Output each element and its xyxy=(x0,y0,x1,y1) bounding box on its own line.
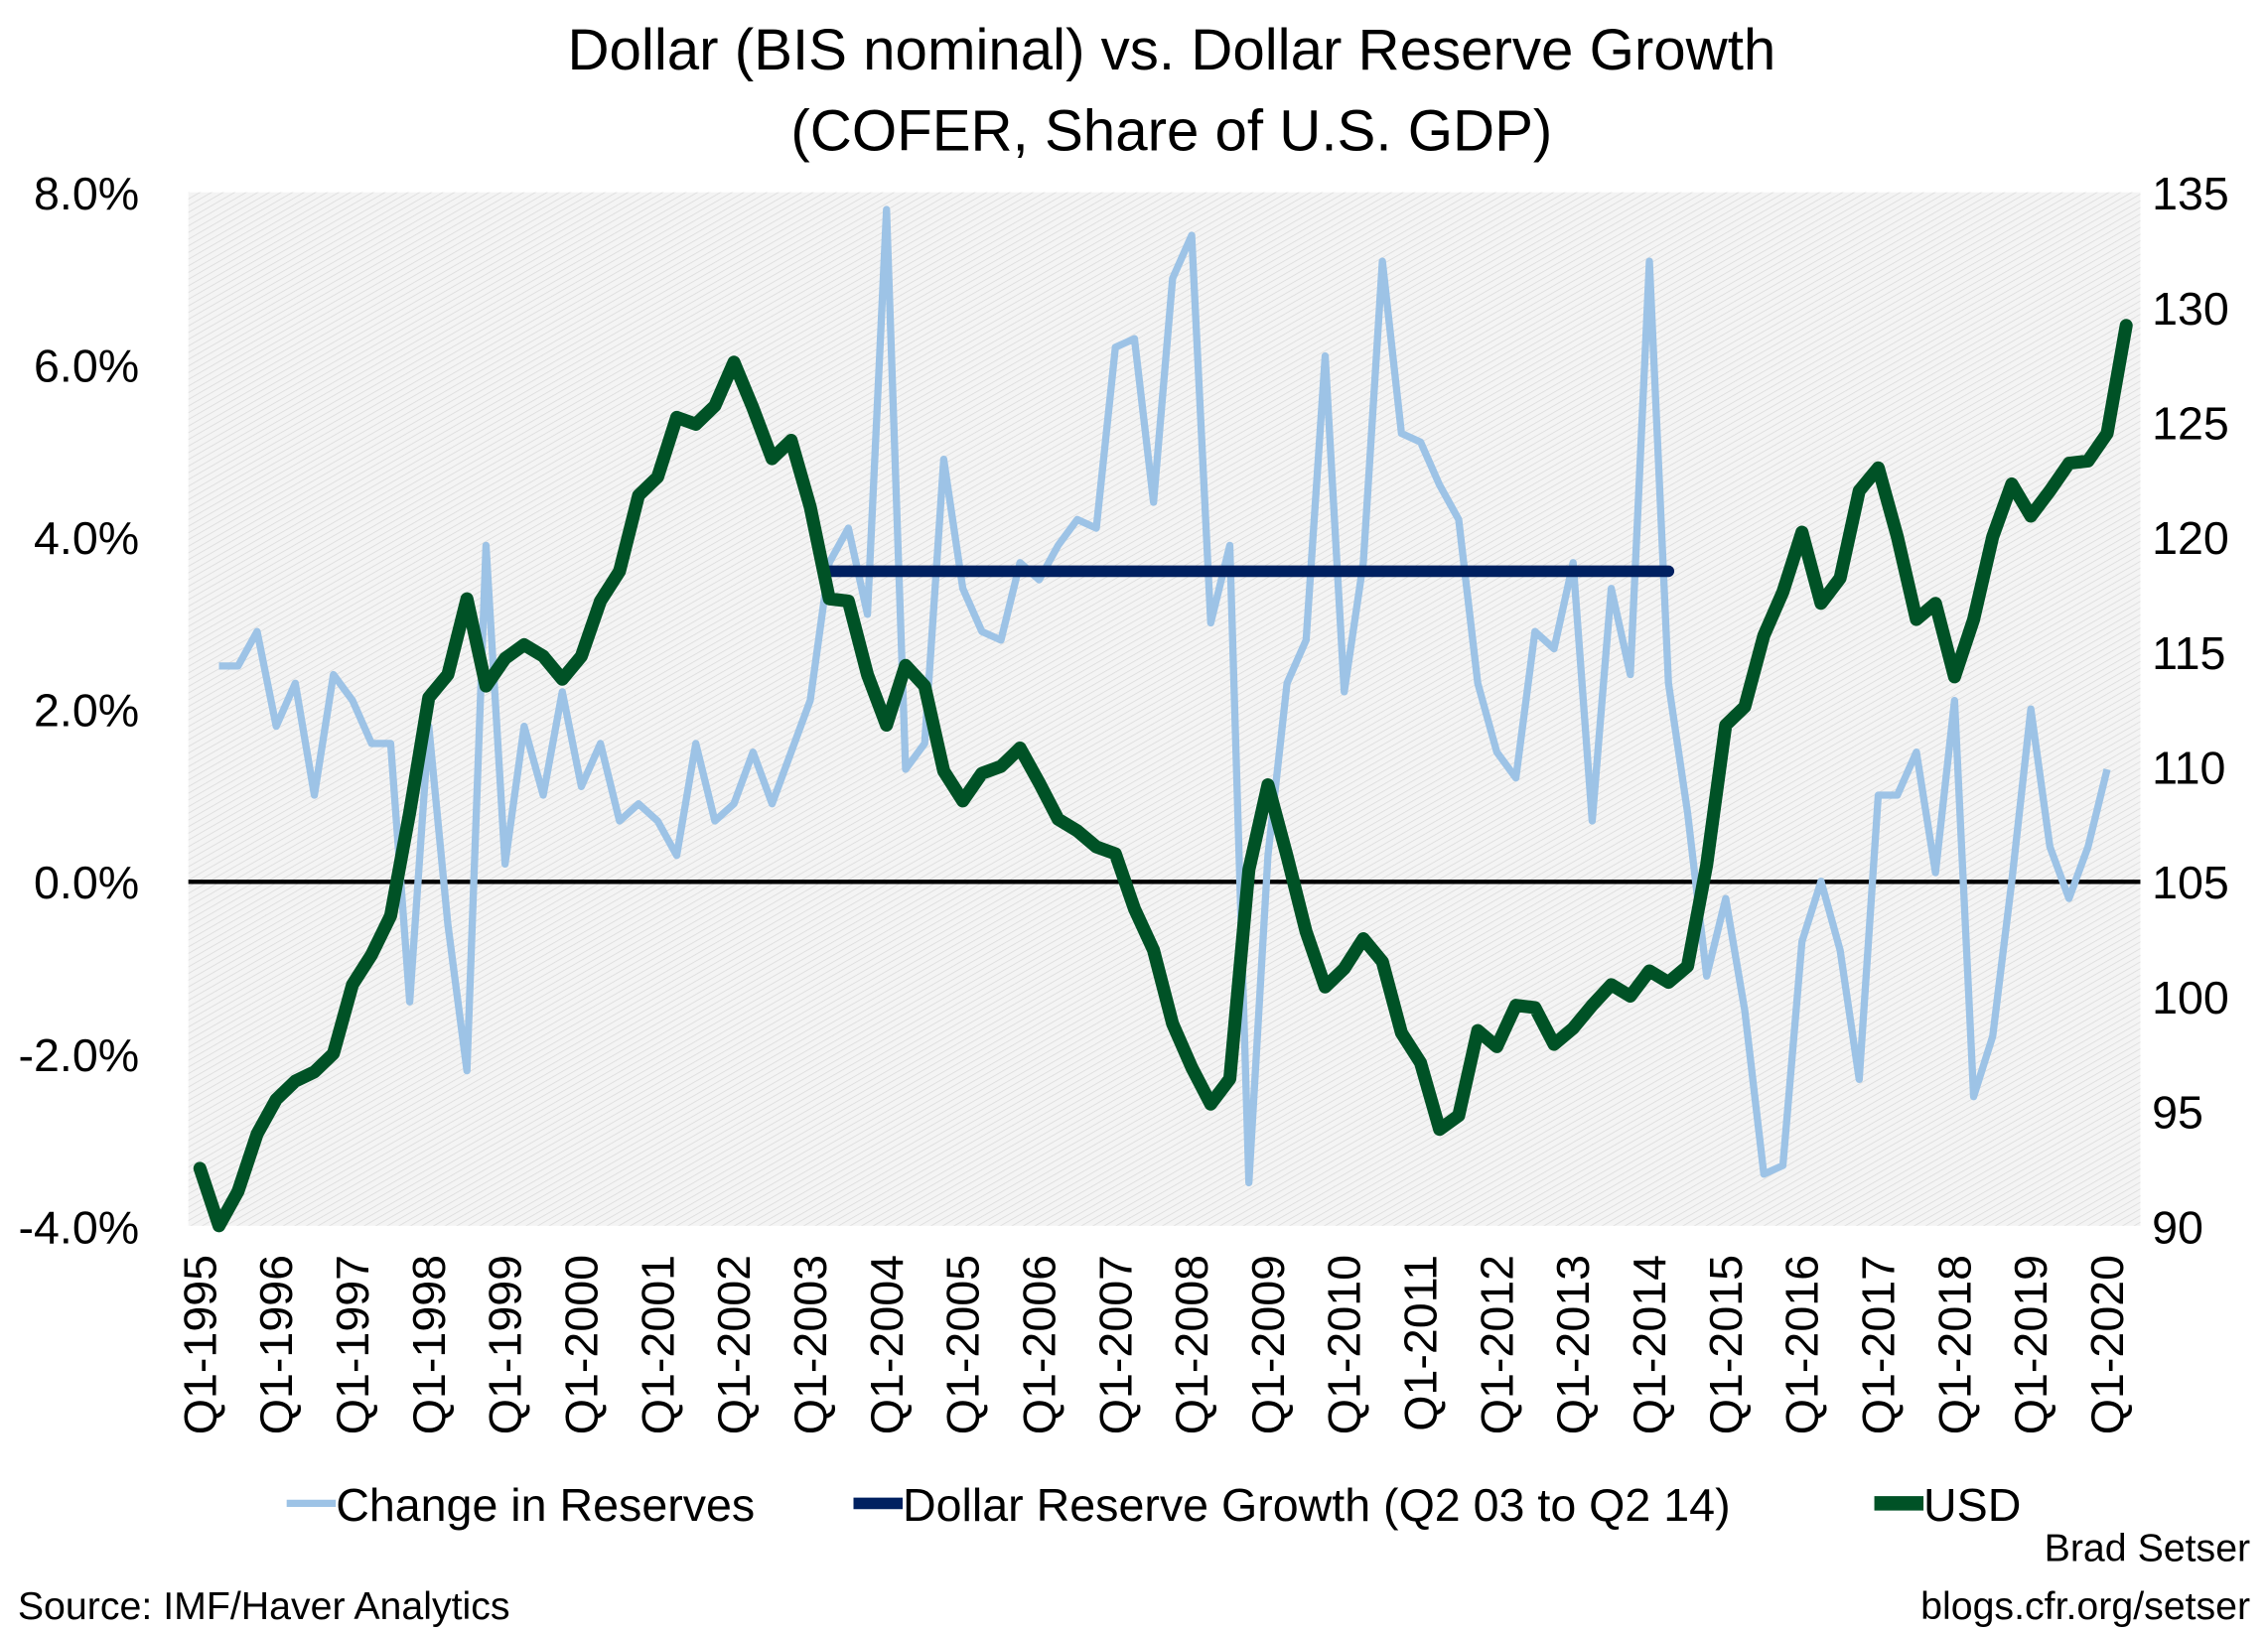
x-axis-ticks: Q1-1995 Q1-1996 Q1-1997 Q1-1998 Q1-1999 Q1-20… xyxy=(174,1255,2133,1434)
legend: Change in Reserves Dollar Reserve Growth… xyxy=(286,1479,2021,1531)
series-line-change-in-reserves xyxy=(218,205,2111,1187)
left-axis-ticks: 8.0% 6.0% 4.0% 2.0% 0.0% -2.0% -4.0% xyxy=(18,168,139,1253)
right-axis-ticks: 135 130 125 120 115 110 105 100 95 90 xyxy=(2152,168,2229,1253)
left-tick-label: -4.0% xyxy=(18,1201,139,1253)
x-tick-label: Q1-2019 xyxy=(2005,1255,2056,1434)
left-tick-label: -2.0% xyxy=(18,1029,139,1081)
series-line-usd xyxy=(193,319,2133,1233)
source-note: Source: IMF/Haver Analytics xyxy=(18,1584,510,1628)
left-tick-label: 2.0% xyxy=(34,685,139,737)
right-tick-label: 90 xyxy=(2152,1201,2203,1253)
x-tick-label: Q1-2011 xyxy=(1395,1255,1447,1431)
x-tick-label: Q1-2017 xyxy=(1853,1255,1905,1434)
x-tick-label: Q1-2003 xyxy=(784,1255,836,1434)
chart-subtitle: (COFER, Share of U.S. GDP) xyxy=(790,98,1552,163)
x-tick-label: Q1-1999 xyxy=(480,1255,531,1434)
x-tick-label: Q1-2008 xyxy=(1166,1255,1217,1434)
right-tick-label: 95 xyxy=(2152,1087,2203,1139)
x-tick-label: Q1-2015 xyxy=(1700,1255,1752,1434)
site-credit: blogs.cfr.org/setser xyxy=(1920,1584,2250,1628)
x-tick-label: Q1-2000 xyxy=(555,1255,607,1434)
legend-label-dollar-reserve-growth: Dollar Reserve Growth (Q2 03 to Q2 14) xyxy=(903,1479,1731,1531)
right-tick-label: 100 xyxy=(2152,972,2229,1023)
x-tick-label: Q1-2002 xyxy=(708,1255,760,1434)
x-tick-label: Q1-1995 xyxy=(174,1255,225,1434)
left-tick-label: 4.0% xyxy=(34,512,139,564)
right-tick-label: 115 xyxy=(2152,627,2225,679)
x-tick-label: Q1-1998 xyxy=(403,1255,455,1434)
x-tick-label: Q1-2012 xyxy=(1471,1255,1522,1434)
x-tick-label: Q1-2016 xyxy=(1776,1255,1828,1434)
x-tick-label: Q1-2006 xyxy=(1013,1255,1064,1434)
right-tick-label: 125 xyxy=(2152,398,2229,450)
x-tick-label: Q1-2013 xyxy=(1547,1255,1599,1434)
series-group xyxy=(193,205,2133,1233)
right-tick-label: 105 xyxy=(2152,857,2229,908)
x-tick-label: Q1-2004 xyxy=(861,1255,913,1434)
x-tick-label: Q1-2020 xyxy=(2081,1255,2133,1434)
x-tick-label: Q1-2009 xyxy=(1242,1255,1294,1434)
right-tick-label: 120 xyxy=(2152,512,2229,564)
x-tick-label: Q1-2007 xyxy=(1089,1255,1141,1434)
right-tick-label: 130 xyxy=(2152,283,2229,335)
left-tick-label: 0.0% xyxy=(34,857,139,908)
left-tick-label: 6.0% xyxy=(34,340,139,392)
author-credit: Brad Setser xyxy=(2045,1527,2251,1570)
x-tick-label: Q1-2005 xyxy=(937,1255,989,1434)
x-tick-label: Q1-2018 xyxy=(1928,1255,1980,1434)
x-tick-label: Q1-2001 xyxy=(632,1255,683,1434)
left-tick-label: 8.0% xyxy=(34,168,139,219)
right-tick-label: 110 xyxy=(2152,743,2225,794)
x-tick-label: Q1-1997 xyxy=(327,1255,378,1434)
chart-title: Dollar (BIS nominal) vs. Dollar Reserve … xyxy=(567,18,1775,82)
legend-label-reserves: Change in Reserves xyxy=(336,1479,755,1531)
x-tick-label: Q1-1996 xyxy=(250,1255,302,1434)
legend-label-usd: USD xyxy=(1923,1479,2021,1531)
x-tick-label: Q1-2010 xyxy=(1319,1255,1370,1434)
right-tick-label: 135 xyxy=(2152,168,2229,219)
x-tick-label: Q1-2014 xyxy=(1624,1255,1675,1434)
